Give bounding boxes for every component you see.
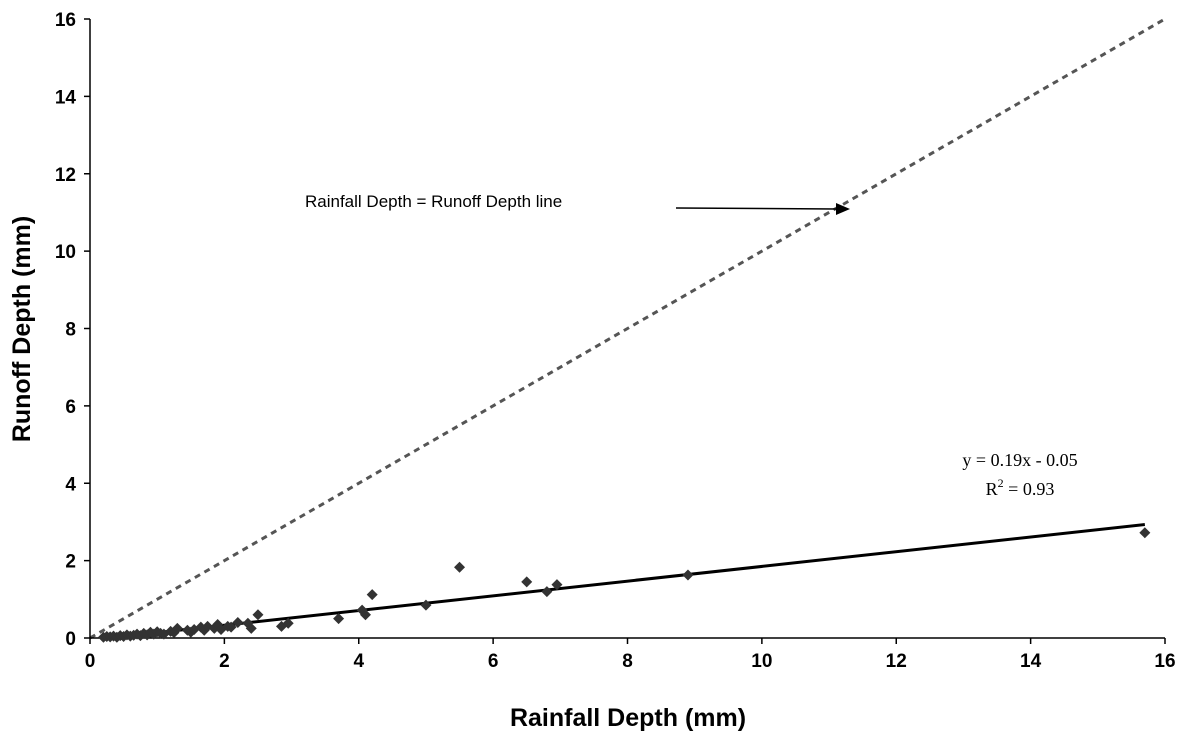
- data-point: [171, 622, 183, 634]
- data-points: [97, 527, 1151, 643]
- annotation-arrow: [675, 203, 850, 215]
- x-tick-label: 8: [622, 651, 633, 672]
- y-tick-label: 8: [65, 320, 76, 341]
- axes-layer: [84, 18, 1166, 644]
- data-point: [521, 576, 533, 588]
- x-tick-label: 4: [353, 651, 364, 672]
- data-point: [366, 589, 378, 601]
- data-point: [682, 569, 694, 581]
- y-axis-title: Runoff Depth (mm): [8, 216, 36, 442]
- y-tick-label: 2: [65, 552, 76, 573]
- x-tick-label: 6: [488, 651, 499, 672]
- r-squared-label: R2 = 0.93: [986, 476, 1055, 499]
- y-tick-label: 12: [55, 165, 76, 186]
- data-point: [541, 586, 553, 598]
- r-squared-superscript: 2: [998, 476, 1004, 490]
- data-point: [1139, 527, 1151, 539]
- y-tick-label: 0: [65, 629, 76, 650]
- y-tick-label: 4: [65, 474, 76, 495]
- x-tick-label: 2: [219, 651, 230, 672]
- y-tick-label: 14: [55, 87, 77, 108]
- x-tick-label: 0: [85, 651, 96, 672]
- x-axis-title: Rainfall Depth (mm): [510, 704, 746, 732]
- x-tick-label: 10: [751, 651, 772, 672]
- reference-line-label: Rainfall Depth = Runoff Depth line: [305, 192, 562, 211]
- data-point: [359, 609, 371, 621]
- data-point: [232, 617, 244, 629]
- trendline-equation: y = 0.19x - 0.05: [962, 450, 1077, 470]
- trendline: [103, 523, 1146, 640]
- data-point: [225, 621, 237, 633]
- reference-line: [89, 17, 1166, 640]
- x-tick-labels: 0 2 4 6 8 10 12 14 16: [85, 651, 1176, 672]
- trendline-layer: [103, 523, 1146, 640]
- x-tick-label: 14: [1020, 651, 1042, 672]
- data-point: [252, 609, 264, 621]
- data-point: [420, 599, 432, 611]
- data-point: [333, 613, 345, 625]
- r-squared-prefix: R: [986, 479, 998, 499]
- y-tick-label: 16: [55, 10, 76, 31]
- y-tick-labels: 0 2 4 6 8 10 12 14 16: [55, 10, 77, 650]
- data-point: [454, 561, 466, 573]
- x-tick-label: 12: [886, 651, 907, 672]
- data-point: [245, 622, 257, 634]
- y-tick-label: 6: [65, 397, 76, 418]
- x-tick-label: 16: [1154, 651, 1175, 672]
- data-point: [282, 617, 294, 629]
- y-tick-label: 10: [55, 242, 76, 263]
- reference-line-layer: [89, 17, 1166, 640]
- r-squared-value: = 0.93: [1004, 479, 1055, 499]
- data-point: [551, 579, 563, 591]
